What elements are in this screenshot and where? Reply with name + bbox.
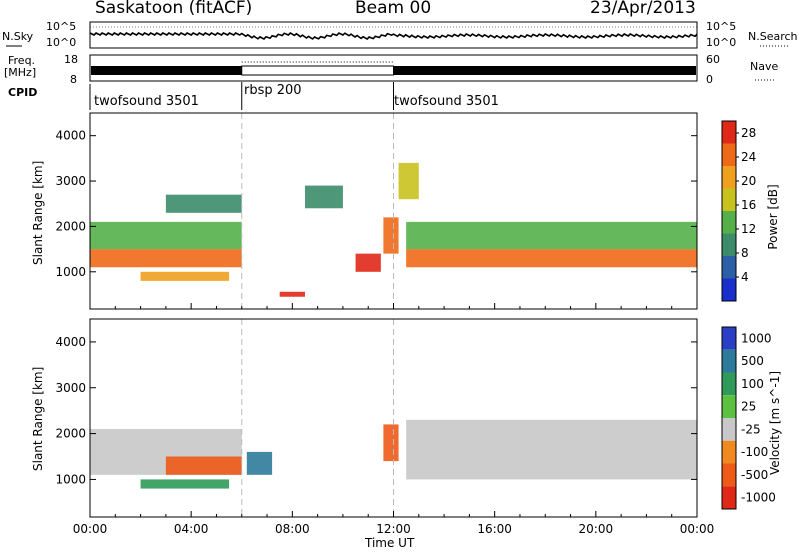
power-cbtick-label-24: 24 [741, 150, 756, 164]
power-ytick-label-3000: 3000 [55, 174, 86, 188]
freq-panel-frame [89, 54, 698, 82]
xtick-label-3: 12:00 [376, 522, 411, 536]
power-colorbar-swatch-6 [722, 143, 736, 166]
velocity-colorbar-swatch-7 [722, 486, 736, 509]
velocity-cbtick-label-1: 500 [741, 354, 764, 368]
xtick-label-6: 00:00 [680, 522, 715, 536]
power-band-5 [383, 217, 399, 254]
date-title: 23/Apr/2013 [590, 0, 696, 18]
cpid-label: CPID [8, 86, 38, 99]
cpid-segment-3: twofsound 3501 [394, 94, 499, 109]
velocity-band-2 [140, 479, 230, 489]
power-band-8 [304, 185, 343, 209]
velocity-cbtick-label-4: -25 [741, 422, 761, 436]
velocity-band-1 [406, 419, 697, 480]
station-title: Saskatoon (fitACF) [95, 0, 253, 18]
nave-tick-top: 60 [706, 53, 720, 66]
power-band-7 [406, 221, 697, 250]
velocity-colorbar-swatch-0 [722, 327, 736, 350]
power-band-3 [165, 194, 242, 213]
velocity-colorbar-swatch-6 [722, 463, 736, 487]
xtick-label-2: 08:00 [275, 522, 310, 536]
velocity-colorbar-swatch-2 [722, 372, 736, 396]
power-colorbar-swatch-1 [722, 256, 736, 279]
power-cbtick-label-8: 8 [741, 246, 749, 260]
velocity-cbtick-label-7: -1000 [741, 491, 776, 505]
velocity-cbtick-label-5: -100 [741, 445, 768, 459]
velocity-ytick-label-3000: 3000 [55, 381, 86, 395]
xtick-label-5: 20:00 [579, 522, 614, 536]
power-cbtick-label-20: 20 [741, 174, 756, 188]
velocity-band-5 [246, 451, 273, 475]
cpid-segment-2: rbsp 200 [244, 83, 302, 98]
beam-title: Beam 00 [355, 0, 432, 18]
nsearch-tick-top: 10^5 [706, 20, 737, 33]
x-axis-label: Time UT [365, 536, 415, 550]
power-colorbar-swatch-3 [722, 211, 736, 234]
power-band-1 [90, 221, 242, 250]
power-band-10 [279, 291, 305, 297]
freq-bar-segment-rbsp [241, 65, 394, 76]
nave-label: Nave [750, 60, 779, 73]
power-cbtick-label-28: 28 [741, 126, 756, 140]
power-band-4 [355, 253, 381, 272]
nsky-tick-top: 10^5 [46, 20, 77, 33]
nsearch-label: N.Search [748, 30, 798, 43]
nsky-series [89, 31, 698, 40]
power-colorbar-swatch-2 [722, 233, 736, 256]
velocity-cbtick-label-2: 100 [741, 377, 764, 391]
velocity-cbtick-label-6: -500 [741, 468, 768, 482]
velocity-colorbar-swatch-5 [722, 440, 736, 464]
freq-label-1: Freq. [8, 54, 36, 67]
xtick-label-1: 04:00 [174, 522, 209, 536]
freq-tick-top: 18 [64, 53, 78, 66]
xtick-label-0: 00:00 [73, 522, 108, 536]
power-colorbar-swatch-0 [722, 278, 736, 301]
power-colorbar-swatch-5 [722, 166, 736, 189]
velocity-colorbar-swatch-4 [722, 418, 736, 441]
power-colorbar-swatch-4 [722, 188, 736, 211]
velocity-colorbar-swatch-1 [722, 349, 736, 373]
velocity-band-3 [165, 456, 242, 475]
power-ytick-label-2000: 2000 [55, 219, 86, 233]
power-band-6 [406, 249, 697, 268]
nsky-label: N.Sky [2, 30, 34, 43]
nave-tick-bottom: 0 [706, 73, 713, 86]
power-band-2 [140, 271, 230, 281]
velocity-band-4 [383, 424, 399, 462]
cpid-segment-1: twofsound 3501 [94, 94, 199, 109]
velocity-colorbar-frame [721, 326, 737, 510]
power-ytick-label-1000: 1000 [55, 265, 86, 279]
freq-bar-segment-1 [91, 66, 242, 75]
velocity-cbtick-label-3: 25 [741, 400, 756, 414]
power-colorbar-swatch-7 [722, 121, 736, 144]
power-colorbar-frame [721, 120, 737, 302]
velocity-ytick-label-4000: 4000 [55, 335, 86, 349]
velocity-colorbar-swatch-3 [722, 395, 736, 418]
power-cbtick-label-16: 16 [741, 198, 756, 212]
power-cbtick-label-12: 12 [741, 222, 756, 236]
power-cbtick-label-4: 4 [741, 270, 749, 284]
power-ytick-label-4000: 4000 [55, 129, 86, 143]
velocity-ytick-label-2000: 2000 [55, 427, 86, 441]
velocity-ytick-label-1000: 1000 [55, 472, 86, 486]
freq-tick-bottom: 8 [70, 73, 77, 86]
power-band-0 [90, 249, 242, 268]
nsearch-tick-bottom: 10^0 [706, 36, 737, 49]
velocity-cbtick-label-0: 1000 [741, 331, 772, 345]
power-band-9 [398, 162, 419, 200]
freq-label-2: [MHz] [4, 66, 37, 79]
freq-bar-segment-2 [393, 66, 696, 75]
nsky-tick-bottom: 10^0 [46, 36, 77, 49]
xtick-label-4: 16:00 [477, 522, 512, 536]
